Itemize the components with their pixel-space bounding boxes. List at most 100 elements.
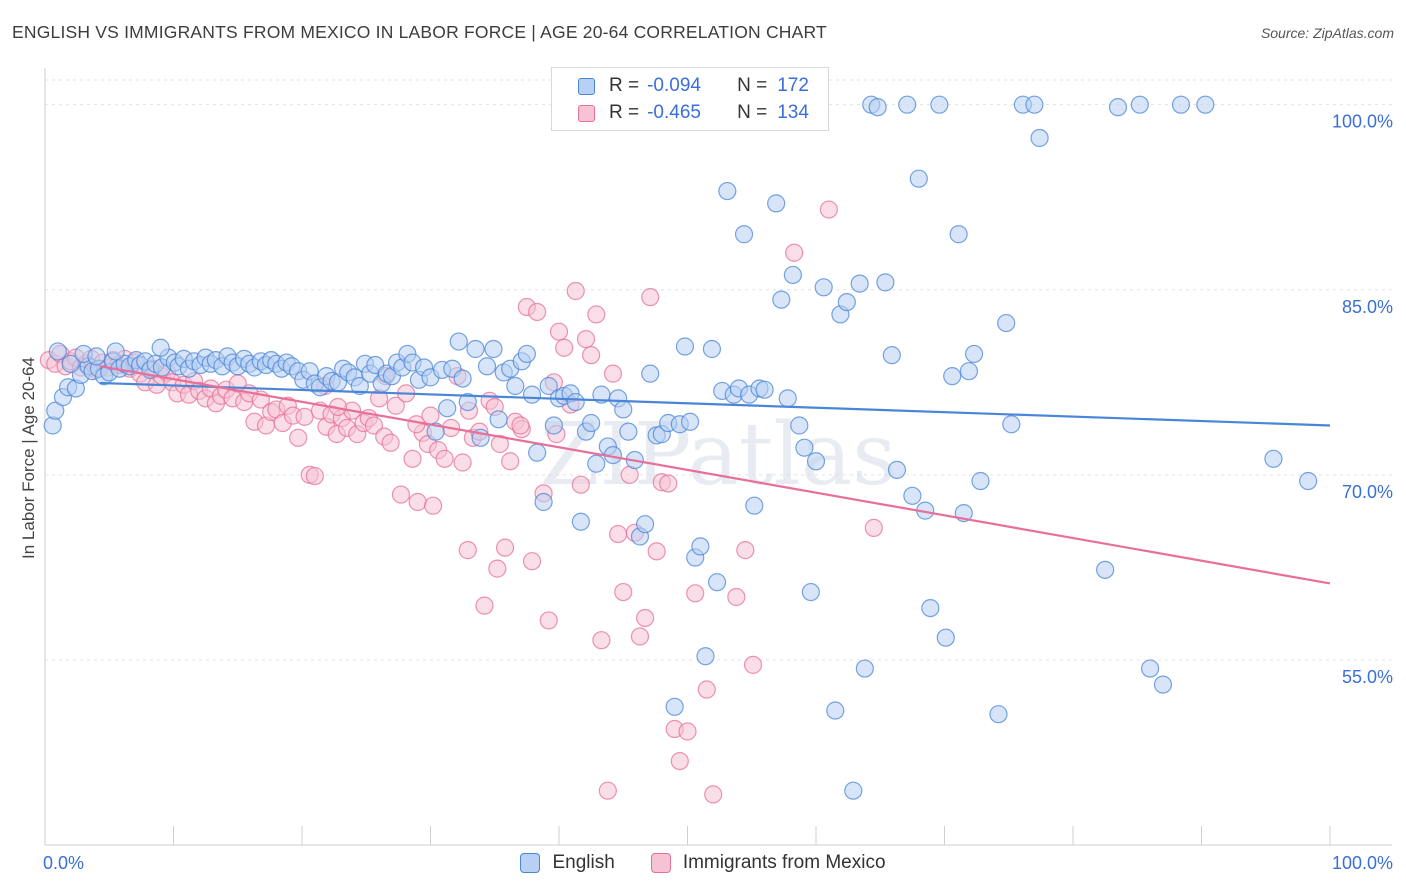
- mexico-point: [475, 596, 494, 615]
- english-point: [534, 492, 553, 512]
- mexico-point: [582, 346, 601, 365]
- english-point: [887, 460, 907, 480]
- mexico-point: [364, 416, 384, 435]
- english-point: [795, 438, 814, 457]
- english-point: [489, 410, 508, 429]
- r-value-english: -0.094: [647, 75, 701, 96]
- mexico-point: [697, 680, 716, 699]
- english-point: [1196, 95, 1215, 114]
- english-swatch: [578, 77, 595, 95]
- mexico-point: [555, 338, 574, 357]
- english-point: [745, 496, 764, 515]
- english-point: [453, 369, 472, 388]
- english-point: [903, 486, 922, 505]
- english-point: [718, 181, 737, 201]
- english-point: [449, 332, 468, 351]
- legend-item-mexico[interactable]: Immigrants from Mexico: [650, 852, 886, 874]
- english-point: [528, 443, 547, 462]
- mexico-point: [391, 485, 411, 504]
- mexico-point: [592, 631, 611, 650]
- mexico-swatch: [650, 853, 671, 873]
- mexico-point: [819, 200, 838, 219]
- n-label: N =: [737, 102, 768, 123]
- english-point: [438, 399, 457, 418]
- mexico-point: [522, 552, 542, 571]
- english-point: [48, 342, 67, 361]
- x-tick-label: 0.0%: [43, 853, 84, 873]
- english-point: [1025, 95, 1044, 114]
- english-point: [582, 413, 601, 433]
- mexico-point: [678, 722, 697, 741]
- english-point: [964, 344, 984, 364]
- english-point: [1002, 415, 1021, 434]
- r-label: R =: [609, 75, 640, 96]
- mexico-point: [635, 608, 655, 628]
- n-value-english: 172: [777, 75, 809, 96]
- legend-item-english[interactable]: English: [520, 852, 615, 874]
- english-point: [614, 400, 633, 419]
- english-point: [767, 194, 786, 213]
- english-point: [566, 392, 585, 412]
- mexico-point: [659, 474, 678, 493]
- english-point: [587, 454, 606, 473]
- english-point: [801, 582, 820, 602]
- english-point: [87, 347, 106, 366]
- english-point: [850, 274, 869, 293]
- english-point: [484, 339, 503, 359]
- english-point: [814, 278, 833, 297]
- mexico-point: [495, 538, 515, 557]
- axes: [44, 68, 1392, 846]
- mexico-point: [458, 541, 477, 560]
- mexico-point: [381, 433, 400, 452]
- legend-label-english: English: [552, 852, 615, 873]
- y-tick-labels: 55.0% 70.0% 85.0% 100.0%: [1332, 112, 1393, 687]
- mexico-point: [641, 288, 660, 307]
- english-point: [783, 265, 802, 285]
- english-point: [772, 290, 791, 309]
- mexico-point: [647, 542, 666, 561]
- data-points: [39, 95, 1318, 804]
- english-point: [949, 225, 968, 244]
- english-point: [837, 292, 856, 312]
- english-point: [909, 169, 928, 188]
- mexico-point: [488, 559, 507, 578]
- english-point: [806, 452, 826, 471]
- english-point: [755, 380, 774, 399]
- english-point: [1299, 471, 1318, 491]
- mexico-point: [435, 449, 454, 468]
- english-trend-line: [99, 381, 1331, 427]
- english-point: [466, 339, 485, 359]
- mexico-point: [686, 584, 705, 603]
- english-point: [778, 389, 797, 408]
- english-point: [522, 385, 542, 404]
- mexico-point: [609, 524, 628, 544]
- english-point: [517, 344, 536, 364]
- mexico-point: [407, 415, 426, 434]
- mexico-point: [864, 518, 883, 537]
- mexico-point: [598, 781, 617, 800]
- chart-title: ENGLISH VS IMMIGRANTS FROM MEXICO IN LAB…: [12, 22, 827, 42]
- english-point: [876, 273, 895, 292]
- english-point: [826, 701, 845, 720]
- series-legend: English Immigrants from Mexico: [0, 852, 1406, 874]
- mexico-point: [289, 428, 308, 447]
- source-label: Source: ZipAtlas.com: [1260, 25, 1394, 41]
- x-tick-labels: 0.0% 100.0%: [43, 853, 1393, 873]
- english-point: [844, 781, 863, 800]
- y-tick-label: 100.0%: [1332, 112, 1393, 132]
- n-label: N =: [737, 75, 768, 96]
- mexico-point: [511, 416, 530, 435]
- x-tick-label: 100.0%: [1332, 853, 1393, 873]
- english-point: [1171, 95, 1191, 114]
- r-label: R =: [609, 102, 640, 123]
- english-point: [1030, 128, 1049, 148]
- mexico-point: [785, 243, 804, 262]
- mexico-point: [571, 475, 590, 494]
- mexico-point: [305, 466, 324, 486]
- mexico-point: [670, 751, 689, 771]
- english-point: [1130, 95, 1149, 114]
- mexico-point: [295, 407, 314, 426]
- english-point: [619, 422, 638, 441]
- english-point: [930, 95, 949, 114]
- mexico-point: [576, 330, 596, 349]
